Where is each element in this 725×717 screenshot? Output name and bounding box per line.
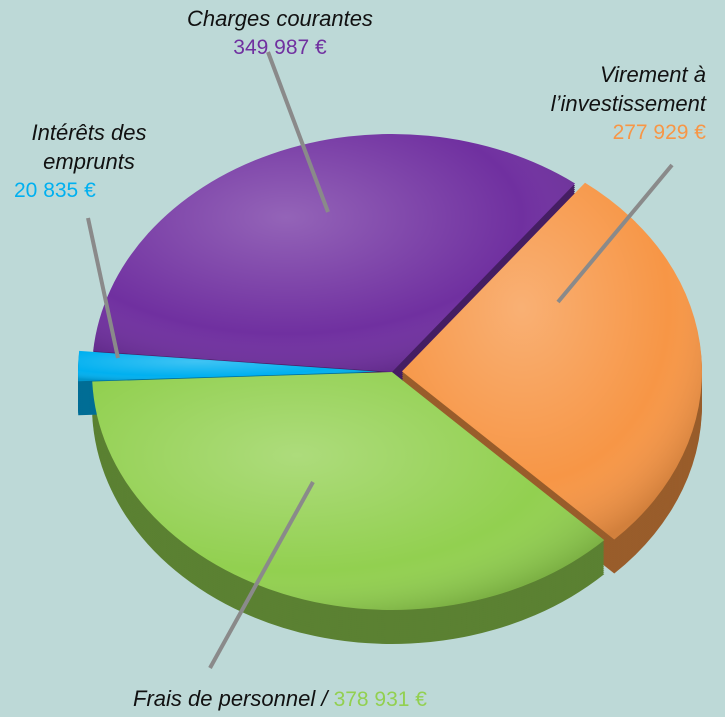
leader-line xyxy=(86,217,120,359)
category-label: Frais de personnel / xyxy=(133,686,328,711)
value-label: 349 987 € xyxy=(233,36,327,59)
label: Frais de personnel / 378 931 € xyxy=(0,684,560,714)
category-label: Charges courantes xyxy=(187,6,373,31)
label: Charges courantes 349 987 € xyxy=(150,4,410,62)
slice-shine xyxy=(78,350,379,382)
category-label: Intérêts des emprunts xyxy=(31,120,147,174)
slice-shine xyxy=(92,372,605,611)
label: Virement à l’investissement 277 929 € xyxy=(520,60,706,147)
leader-lines xyxy=(86,51,674,669)
value-label: 378 931 € xyxy=(333,688,427,711)
leader-line xyxy=(556,163,674,304)
slice-shine xyxy=(401,182,702,540)
label: Intérêts des emprunts 20 835 € xyxy=(14,118,164,205)
value-label: 20 835 € xyxy=(14,179,96,202)
slice-shine xyxy=(93,134,576,372)
leader-line xyxy=(266,51,330,213)
value-label: 277 929 € xyxy=(612,121,706,144)
category-label: Virement à l’investissement xyxy=(550,62,706,116)
leader-line xyxy=(208,481,315,669)
